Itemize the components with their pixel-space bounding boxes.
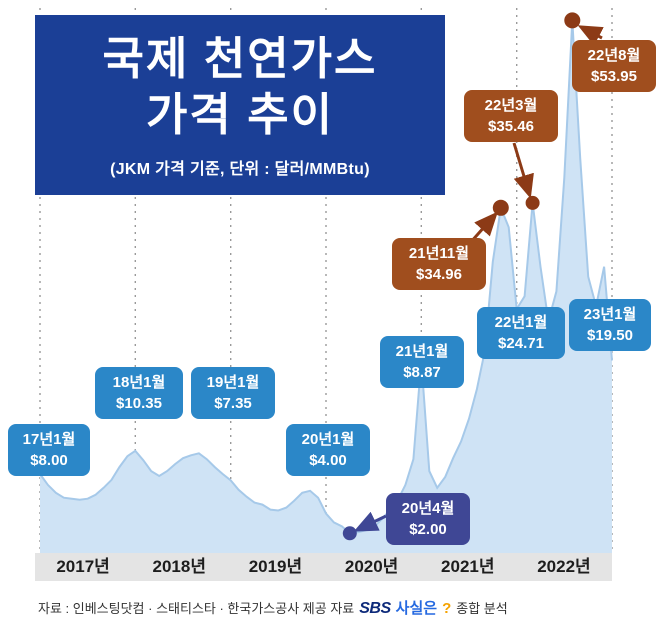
footer-source-text: 자료 : 인베스팅닷컴 · 스태티스타 · 한국가스공사 제공 자료 — [38, 601, 355, 616]
callout-price-label: $53.95 — [591, 68, 637, 85]
x-axis-year-label: 2017년 — [56, 557, 110, 576]
callout-arrow — [577, 25, 604, 46]
callout-date-label: 17년1월 — [22, 431, 76, 448]
callout-date-label: 20년1월 — [301, 431, 355, 448]
callout-date-label: 23년1월 — [583, 306, 637, 323]
x-axis-year-label: 2018년 — [152, 557, 206, 576]
callout-arrow — [353, 511, 387, 532]
infographic-title-box: 국제 천연가스 가격 추이 (JKM 가격 기준, 단위 : 달러/MMBtu) — [35, 15, 445, 195]
callout-arrow — [512, 142, 534, 199]
callout-date-label: 22년1월 — [494, 314, 548, 331]
callout-2017-01: 17년1월 $8.00 — [8, 424, 90, 476]
callout-2022-08: 22년8월 $53.95 — [572, 40, 656, 92]
callout-2022-01: 22년1월 $24.71 — [477, 307, 565, 359]
footer: 자료 : 인베스팅닷컴 · 스태티스타 · 한국가스공사 제공 자료 SBS 사… — [38, 597, 648, 618]
peak-marker — [525, 195, 540, 210]
callout-date-label: 21년11월 — [408, 245, 470, 262]
factcheck-logo-text: 사실은 — [395, 600, 438, 617]
title-subtitle: (JKM 가격 기준, 단위 : 달러/MMBtu) — [110, 161, 370, 179]
callout-price-label: $24.71 — [498, 335, 544, 352]
callout-2020-01: 20년1월 $4.00 — [286, 424, 370, 476]
callout-price-label: $8.87 — [403, 364, 441, 381]
footer-analysis-text: 종합 분석 — [456, 601, 508, 616]
callout-2020-04: 20년4월 $2.00 — [386, 493, 470, 545]
sbs-logo-text: SBS — [359, 600, 391, 617]
callout-price-label: $34.96 — [416, 266, 462, 283]
callout-2018-01: 18년1월 $10.35 — [95, 367, 183, 419]
callout-price-label: $19.50 — [587, 327, 633, 344]
callout-date-label: 20년4월 — [401, 500, 455, 517]
callout-price-label: $2.00 — [409, 521, 447, 538]
peak-marker — [492, 199, 509, 216]
x-axis-year-label: 2022년 — [537, 557, 591, 576]
callout-date-label: 19년1월 — [206, 374, 260, 391]
callout-date-label: 22년8월 — [587, 47, 641, 64]
callout-date-label: 18년1월 — [112, 374, 166, 391]
callout-price-label: $4.00 — [309, 452, 347, 469]
callout-2021-01: 21년1월 $8.87 — [380, 336, 464, 388]
callout-price-label: $8.00 — [30, 452, 68, 469]
low-point-marker — [342, 526, 357, 541]
callout-price-label: $7.35 — [214, 395, 252, 412]
callout-2022-03: 22년3월 $35.46 — [464, 90, 558, 142]
callout-date-label: 21년1월 — [395, 343, 449, 360]
peak-marker — [564, 12, 581, 29]
x-axis-year-label: 2019년 — [248, 557, 303, 576]
title-line-2: 가격 추이 — [145, 89, 335, 140]
title-line-1: 국제 천연가스 — [102, 32, 378, 84]
callout-price-label: $35.46 — [488, 118, 534, 135]
callout-date-label: 22년3월 — [484, 97, 538, 114]
x-axis-year-label: 2020년 — [344, 557, 399, 576]
callout-2021-11: 21년11월 $34.96 — [392, 238, 486, 290]
x-axis-year-label: 2021년 — [441, 557, 495, 576]
callout-2023-01: 23년1월 $19.50 — [569, 299, 651, 351]
question-mark-icon: ? — [442, 600, 452, 617]
x-axis: 2017년 2018년 2019년 2020년 2021년 2022년 — [35, 553, 612, 581]
callout-price-label: $10.35 — [116, 395, 162, 412]
callout-2019-01: 19년1월 $7.35 — [191, 367, 275, 419]
